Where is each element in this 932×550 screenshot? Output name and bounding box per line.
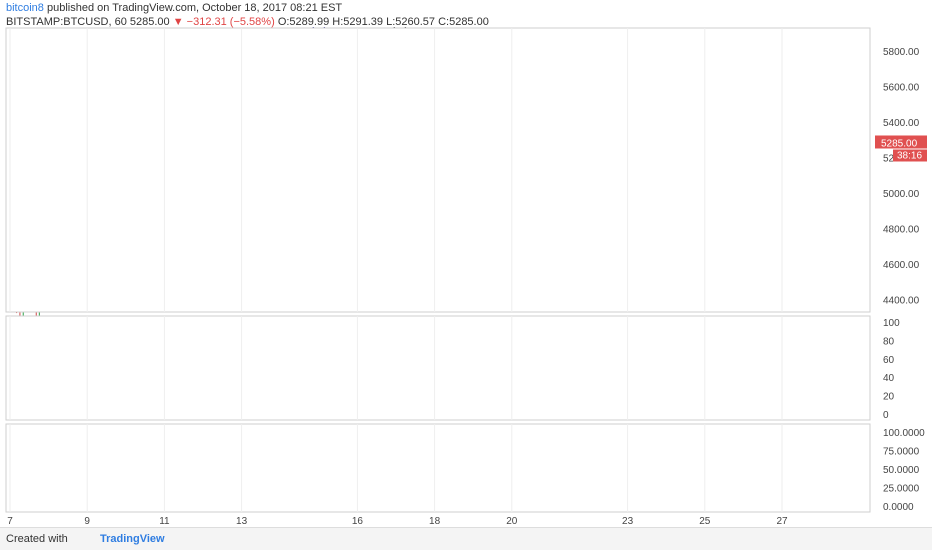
footer: Created with TradingView xyxy=(0,527,932,550)
x-tick-label: 25 xyxy=(699,516,711,527)
rsi-tick-label: 20 xyxy=(883,392,895,403)
created-with-text: Created with xyxy=(6,533,68,545)
rsi-tick-label: 100 xyxy=(883,318,900,329)
price-tick-label: 5800.00 xyxy=(883,47,920,58)
x-tick-label: 23 xyxy=(622,516,634,527)
publish-info: bitcoin8 published on TradingView.com, O… xyxy=(6,2,342,14)
price-tick-label: 5400.00 xyxy=(883,118,920,129)
x-tick-label: 7 xyxy=(7,516,13,527)
x-tick-label: 18 xyxy=(429,516,441,527)
rsi-tick-label: 60 xyxy=(883,355,895,366)
axes: 7 9 11 13 16 18 20 23 25 27 4400.00 4600.00 4800.00 5… xyxy=(5,27,927,527)
stoch-tick-label: 0.0000 xyxy=(883,502,914,513)
price-tick-label: 4400.00 xyxy=(883,296,920,307)
tradingview-logo[interactable]: TradingView xyxy=(100,533,165,545)
price-tick-label: 5600.00 xyxy=(883,83,920,94)
stoch-tick-label: 25.0000 xyxy=(883,484,920,495)
stoch-tick-label: 100.0000 xyxy=(883,428,925,439)
close-value: C:5285.00 xyxy=(438,16,489,28)
rsi-tick-label: 80 xyxy=(883,336,895,347)
price-change: −312.31 (−5.58%) xyxy=(186,16,275,28)
x-tick-label: 16 xyxy=(352,516,364,527)
rsi-pane-frame xyxy=(5,315,871,421)
author-link[interactable]: bitcoin8 xyxy=(6,2,44,14)
symbol-info: BITSTAMP:BTCUSD, 60 5285.00 ▼ −312.31 (−… xyxy=(6,16,489,28)
symbol-name: BITSTAMP:BTCUSD, 60 xyxy=(6,16,127,28)
stoch-tick-label: 50.0000 xyxy=(883,465,920,476)
countdown-badge xyxy=(893,149,927,162)
current-price-label: 5285.00 xyxy=(881,138,918,149)
stoch-pane-frame xyxy=(5,423,871,513)
price-tick-label: 4600.00 xyxy=(883,260,920,271)
low-value: L:5260.57 xyxy=(386,16,436,28)
published-text: published on TradingView.com, October 18… xyxy=(46,2,343,14)
rsi-tick-label: 0 xyxy=(883,410,889,421)
stoch-tick-label: 75.0000 xyxy=(883,447,920,458)
chart-canvas[interactable]: 1(5831.71)0.786(5572.72)0.618(5371.44)0.… xyxy=(0,26,932,536)
current-price-badge xyxy=(875,135,927,149)
x-tick-label: 13 xyxy=(236,516,248,527)
x-tick-label: 27 xyxy=(776,516,788,527)
x-tick-label: 20 xyxy=(506,516,518,527)
rsi-tick-label: 40 xyxy=(883,373,895,384)
down-arrow-icon: ▼ xyxy=(172,16,184,28)
countdown-label: 38:16 xyxy=(897,150,922,161)
x-tick-label: 9 xyxy=(84,516,90,527)
x-tick-label: 11 xyxy=(159,516,170,527)
price-tick-label: 4800.00 xyxy=(883,225,920,236)
last-price: 5285.00 xyxy=(129,16,170,28)
open-value: O:5289.99 xyxy=(277,16,330,28)
high-value: H:5291.39 xyxy=(332,16,384,28)
price-tick-label: 5000.00 xyxy=(883,189,920,200)
price-pane-frame xyxy=(5,27,871,313)
